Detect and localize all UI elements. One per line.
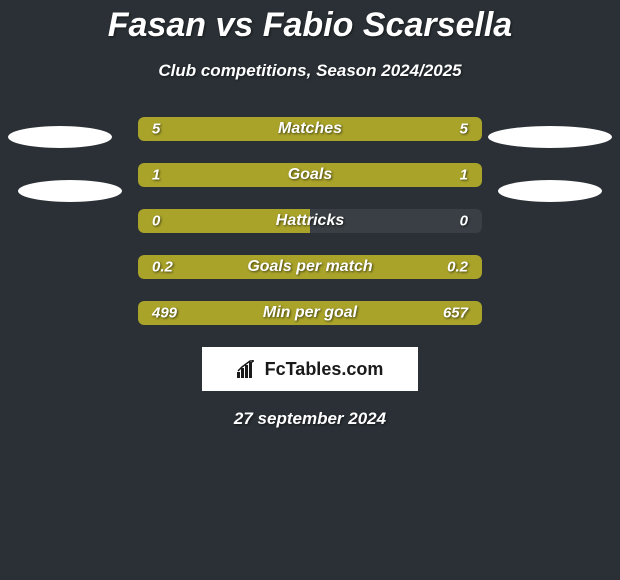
player-left-avatar-2 xyxy=(18,180,122,202)
stat-row: 5 5 Matches xyxy=(138,117,482,141)
stat-bar-right xyxy=(310,163,482,187)
stat-value-right: 1 xyxy=(460,167,468,184)
player-right-avatar-2 xyxy=(498,180,602,202)
stat-value-right: 0 xyxy=(460,213,468,230)
stat-label: Min per goal xyxy=(263,304,357,322)
stat-value-left: 1 xyxy=(152,167,160,184)
page-subtitle: Club competitions, Season 2024/2025 xyxy=(0,61,620,81)
date-text: 27 september 2024 xyxy=(0,409,620,429)
stat-label: Goals xyxy=(288,166,332,184)
stat-value-right: 657 xyxy=(443,305,468,322)
stat-value-left: 0 xyxy=(152,213,160,230)
stat-row: 1 1 Goals xyxy=(138,163,482,187)
player-right-avatar-1 xyxy=(488,126,612,148)
stat-value-left: 0.2 xyxy=(152,259,173,276)
page-title: Fasan vs Fabio Scarsella xyxy=(0,0,620,45)
stat-value-left: 499 xyxy=(152,305,177,322)
logo-text: FcTables.com xyxy=(237,359,384,380)
stat-row: 499 657 Min per goal xyxy=(138,301,482,325)
stat-label: Matches xyxy=(278,120,342,138)
stat-value-left: 5 xyxy=(152,121,160,138)
bar-chart-icon xyxy=(237,360,259,378)
fctables-logo[interactable]: FcTables.com xyxy=(202,347,418,391)
stats-area: 5 5 Matches 1 1 Goals 0 0 Hattricks 0.2 0.2 Goals p… xyxy=(0,117,620,429)
stat-bar-left xyxy=(138,163,310,187)
player-left-avatar-1 xyxy=(8,126,112,148)
stat-value-right: 5 xyxy=(460,121,468,138)
stat-value-right: 0.2 xyxy=(447,259,468,276)
logo-label: FcTables.com xyxy=(265,359,384,380)
infographic-container: Fasan vs Fabio Scarsella Club competitio… xyxy=(0,0,620,429)
stat-row: 0.2 0.2 Goals per match xyxy=(138,255,482,279)
stat-label: Goals per match xyxy=(247,258,372,276)
stat-label: Hattricks xyxy=(276,212,344,230)
stat-row: 0 0 Hattricks xyxy=(138,209,482,233)
